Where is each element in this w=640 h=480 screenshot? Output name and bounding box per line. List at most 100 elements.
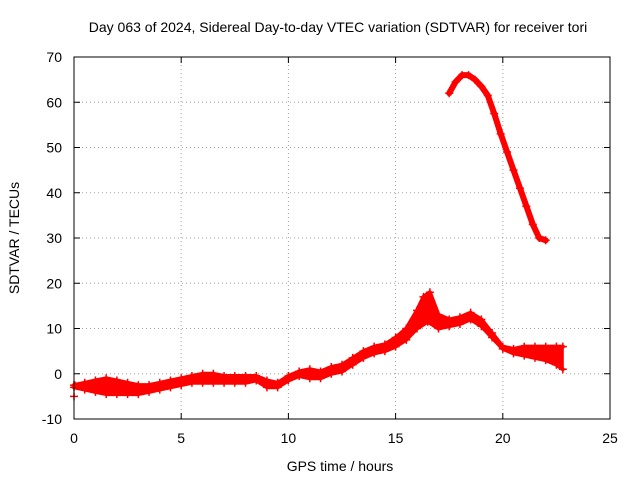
data-point — [123, 390, 132, 399]
data-point — [541, 236, 550, 245]
data-point — [423, 317, 432, 326]
y-tick-label: 50 — [46, 140, 62, 156]
data-point — [470, 75, 479, 84]
y-tick-label: 20 — [46, 275, 62, 291]
data-point — [338, 367, 346, 376]
data-point — [520, 351, 529, 360]
series-layer — [70, 71, 567, 401]
data-point — [134, 390, 143, 399]
data-point — [535, 234, 544, 242]
data-point — [91, 376, 100, 385]
data-point — [445, 322, 454, 331]
y-tick-label: 30 — [46, 230, 62, 246]
data-point — [91, 387, 100, 396]
data-point — [262, 376, 271, 385]
data-point — [80, 385, 89, 394]
data-point — [509, 166, 518, 175]
data-point — [80, 378, 89, 387]
data-point — [370, 349, 379, 358]
data-point — [241, 378, 250, 387]
data-point — [241, 372, 250, 381]
data-point — [295, 372, 304, 381]
data-point — [262, 383, 271, 392]
data-point — [380, 347, 389, 356]
data-point — [230, 372, 239, 381]
grid — [74, 57, 610, 419]
data-point — [359, 353, 368, 362]
data-point — [455, 319, 464, 328]
data-point — [177, 374, 186, 383]
data-point — [338, 360, 346, 369]
data-point — [134, 381, 143, 390]
data-point — [327, 362, 336, 371]
data-point — [230, 378, 239, 387]
data-point — [541, 356, 550, 365]
data-point — [316, 367, 325, 376]
data-point — [558, 342, 567, 351]
x-tick-label: 0 — [70, 430, 78, 446]
data-point — [198, 378, 207, 387]
data-point — [552, 360, 561, 369]
data-point — [466, 308, 475, 317]
data-point — [490, 109, 499, 118]
data-point — [187, 378, 196, 387]
data-point — [413, 324, 422, 333]
data-point — [434, 324, 443, 333]
data-point — [455, 313, 464, 322]
y-tick-label: 40 — [46, 185, 62, 201]
axes: 0 5 10 15 20 25 -10 0 10 20 30 40 50 60 70 — [42, 49, 618, 446]
data-point — [305, 374, 314, 383]
data-point — [391, 333, 400, 342]
data-point — [434, 310, 443, 319]
y-tick-label: 0 — [54, 366, 62, 382]
data-point — [209, 378, 218, 387]
data-point — [466, 315, 475, 324]
data-point — [483, 91, 492, 100]
data-point — [348, 360, 357, 369]
x-axis-label: GPS time / hours — [287, 458, 394, 474]
data-point — [528, 220, 537, 229]
x-tick-label: 15 — [388, 430, 404, 446]
data-point — [522, 202, 531, 211]
x-tick-label: 10 — [281, 430, 297, 446]
data-point — [305, 365, 314, 374]
x-tick-label: 20 — [495, 430, 511, 446]
data-point — [477, 315, 486, 324]
data-point — [380, 340, 389, 349]
data-point — [391, 342, 400, 351]
data-point — [284, 376, 293, 385]
series-late-arc — [446, 72, 549, 244]
data-point — [252, 376, 261, 385]
data-point — [145, 381, 154, 390]
data-point — [445, 89, 454, 98]
data-point — [102, 390, 111, 399]
data-point — [327, 369, 336, 378]
data-point — [370, 342, 379, 351]
data-point — [477, 82, 486, 91]
data-point — [503, 148, 512, 157]
data-point — [530, 353, 539, 362]
x-tick-label: 5 — [177, 430, 185, 446]
data-point — [509, 349, 518, 358]
data-point — [112, 376, 121, 385]
data-point — [177, 381, 186, 390]
data-point — [464, 71, 473, 80]
data-point — [445, 315, 454, 324]
x-tick-label: 25 — [602, 430, 618, 446]
y-tick-label: 10 — [46, 321, 62, 337]
y-axis-label: SDTVAR / TECUs — [6, 182, 22, 294]
data-point — [273, 383, 282, 392]
data-point — [123, 378, 132, 387]
data-point — [530, 342, 539, 351]
data-point — [419, 292, 428, 301]
data-point — [166, 376, 175, 385]
data-point — [541, 342, 550, 351]
data-point — [155, 385, 164, 394]
data-point — [496, 129, 505, 138]
data-point — [348, 353, 357, 362]
chart-title: Day 063 of 2024, Sidereal Day-to-day VTE… — [89, 19, 588, 35]
data-point — [402, 335, 411, 344]
data-point — [425, 288, 434, 297]
data-point — [359, 347, 368, 356]
